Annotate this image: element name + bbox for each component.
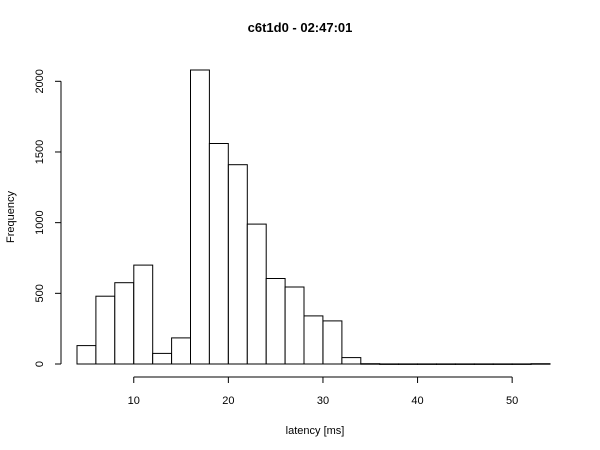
x-tick-label: 50 (506, 395, 518, 407)
histogram-bar-6-8 (95, 295, 116, 365)
histogram-bar-50-52 (511, 363, 532, 365)
histogram-bar-52-54 (530, 363, 551, 365)
histogram-bar-30-32 (322, 320, 343, 365)
histogram-bar-16-18 (190, 69, 210, 365)
y-tick-label: 0 (34, 361, 46, 367)
histogram-bar-26-28 (284, 286, 305, 365)
histogram-bar-14-16 (171, 337, 192, 365)
histogram-bar-12-14 (152, 352, 173, 365)
histogram-bar-48-50 (492, 363, 513, 365)
histogram-bar-36-38 (379, 363, 400, 365)
histogram-bar-10-12 (133, 264, 154, 365)
y-tick-label: 2000 (34, 69, 46, 93)
y-axis-label: Frequency (5, 191, 17, 243)
histogram-bar-24-26 (265, 278, 286, 365)
histogram-bar-22-24 (246, 223, 267, 365)
x-tick-label: 20 (222, 395, 234, 407)
histogram-bar-28-30 (303, 315, 324, 365)
y-tick-label: 500 (34, 284, 46, 302)
histogram-bar-40-42 (417, 363, 438, 365)
histogram-bar-44-46 (454, 363, 475, 365)
x-tick-label: 40 (411, 395, 423, 407)
y-tick-label: 1500 (34, 140, 46, 164)
x-axis-label: latency [ms] (286, 425, 345, 437)
histogram-bar-42-44 (436, 363, 456, 365)
histogram-bar-8-10 (114, 282, 135, 365)
bars-group (76, 69, 551, 365)
histogram-bar-38-40 (398, 363, 419, 365)
x-tick-label: 10 (128, 395, 140, 407)
histogram-bar-20-22 (227, 164, 248, 365)
histogram-bar-32-34 (341, 357, 362, 365)
histogram-bar-4-6 (76, 345, 97, 365)
histogram-bar-18-20 (208, 143, 229, 365)
chart-title: c6t1d0 - 02:47:01 (247, 20, 353, 35)
y-tick-label: 1000 (34, 210, 46, 234)
histogram-bar-46-48 (473, 363, 494, 365)
x-axis: 10 20 30 40 50 (128, 376, 518, 407)
x-tick-label: 30 (317, 395, 329, 407)
y-axis: 0 500 1000 1500 2000 (34, 69, 62, 367)
histogram-bar-34-36 (360, 363, 381, 365)
